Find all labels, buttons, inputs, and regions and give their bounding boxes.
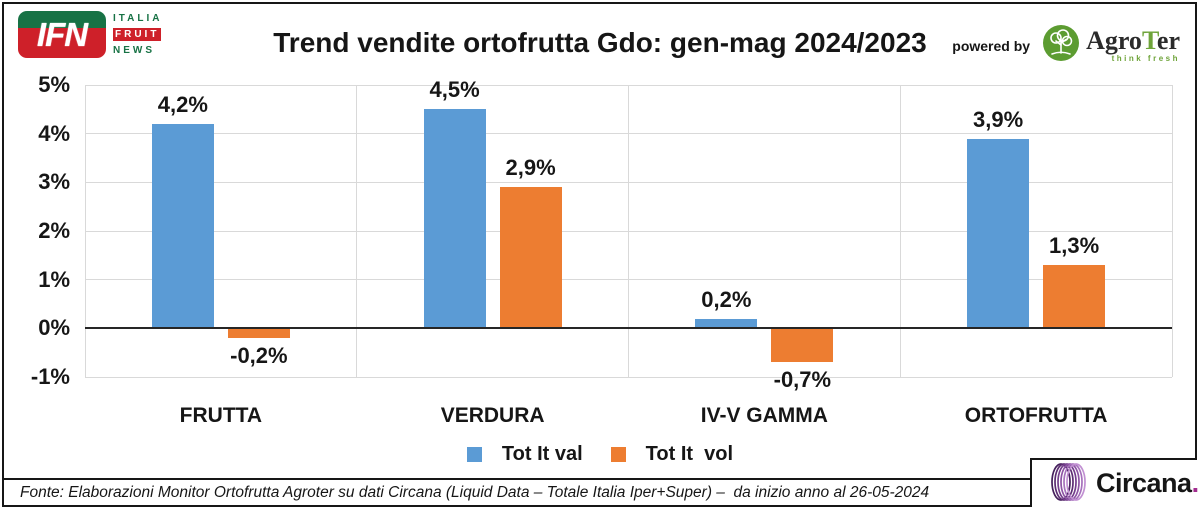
- x-category-label: ORTOFRUTTA: [964, 404, 1108, 427]
- ifn-logo: IFN ITALIA FRUIT NEWS: [18, 11, 162, 58]
- bar-ortofrutta-s0: [967, 138, 1030, 329]
- bar-iv-v-gamma-s0: [695, 318, 758, 329]
- legend-item: Tot It val: [466, 443, 583, 466]
- y-tick-label: 0%: [38, 315, 70, 341]
- bar-value-label: 2,9%: [505, 155, 556, 181]
- circana-dot: .: [1191, 468, 1200, 498]
- legend-label: Tot It vol: [645, 443, 734, 465]
- gridline-vertical: [356, 85, 358, 377]
- ifn-line-news: NEWS: [113, 45, 155, 56]
- bar-value-label: -0,2%: [230, 343, 288, 369]
- agroter-tree-icon: [1042, 24, 1080, 67]
- x-category-label: VERDURA: [440, 404, 545, 427]
- bar-value-label: 0,2%: [701, 286, 752, 312]
- footer-divider: [2, 478, 1195, 480]
- bar-frutta-s0: [151, 123, 214, 329]
- agroter-name: AgroTer: [1086, 26, 1180, 55]
- bar-value-label: -0,7%: [773, 367, 832, 393]
- gridline-horizontal: [85, 376, 1172, 378]
- y-tick-label: 2%: [38, 218, 70, 243]
- legend-swatch: [466, 447, 482, 462]
- bar-value-label: 4,5%: [429, 77, 480, 103]
- bar-frutta-s1: [227, 328, 290, 339]
- legend-item: Tot It vol: [610, 443, 734, 466]
- gridline-vertical: [1171, 85, 1173, 377]
- legend-swatch: [610, 447, 626, 462]
- chart-title: Trend vendite ortofrutta Gdo: gen-mag 20…: [273, 27, 927, 58]
- ifn-line-italia: ITALIA: [113, 13, 163, 24]
- source-note: Fonte: Elaborazioni Monitor Ortofrutta A…: [20, 484, 930, 501]
- circana-name: Circana: [1096, 468, 1192, 498]
- gridline-vertical: [899, 85, 901, 377]
- bar-iv-v-gamma-s1: [771, 328, 834, 363]
- ifn-badge: IFN: [18, 11, 106, 58]
- gridline-vertical: [84, 85, 86, 377]
- gridline-vertical: [628, 85, 629, 377]
- x-axis-zero-line: [85, 327, 1172, 330]
- y-tick-label: 4%: [38, 120, 70, 146]
- powered-by-label: powered by: [952, 37, 1031, 54]
- bar-value-label: 4,2%: [157, 91, 208, 117]
- agroter-tagline: think fresh: [1111, 54, 1180, 63]
- chart-legend: Tot It val Tot It vol: [0, 443, 1200, 466]
- bar-value-label: 1,3%: [1049, 233, 1100, 259]
- bar-ortofrutta-s1: [1043, 265, 1106, 329]
- y-tick-label: -1%: [30, 364, 70, 389]
- agroter-logo: AgroTer think fresh: [1042, 24, 1180, 67]
- y-tick-label: 5%: [38, 72, 70, 97]
- y-tick-label: 3%: [38, 169, 70, 195]
- bar-value-label: 3,9%: [973, 106, 1024, 132]
- y-tick-label: 1%: [38, 266, 70, 292]
- x-category-label: FRUTTA: [179, 404, 263, 427]
- ifn-logo-text: ITALIA FRUIT NEWS: [113, 11, 162, 58]
- bar-verdura-s0: [423, 109, 486, 329]
- circana-rings-icon: [1048, 459, 1094, 508]
- circana-logo: Circana .: [1030, 458, 1200, 508]
- legend-label: Tot It val: [501, 443, 583, 465]
- ifn-abbr: IFN: [36, 15, 88, 53]
- ifn-line-fruit: FRUIT: [113, 28, 162, 41]
- powered-by-block: powered by AgroTer: [952, 24, 1180, 67]
- x-category-label: IV-V GAMMA: [700, 404, 828, 427]
- agroter-wordmark: AgroTer think fresh: [1086, 28, 1180, 63]
- bar-verdura-s1: [499, 187, 562, 329]
